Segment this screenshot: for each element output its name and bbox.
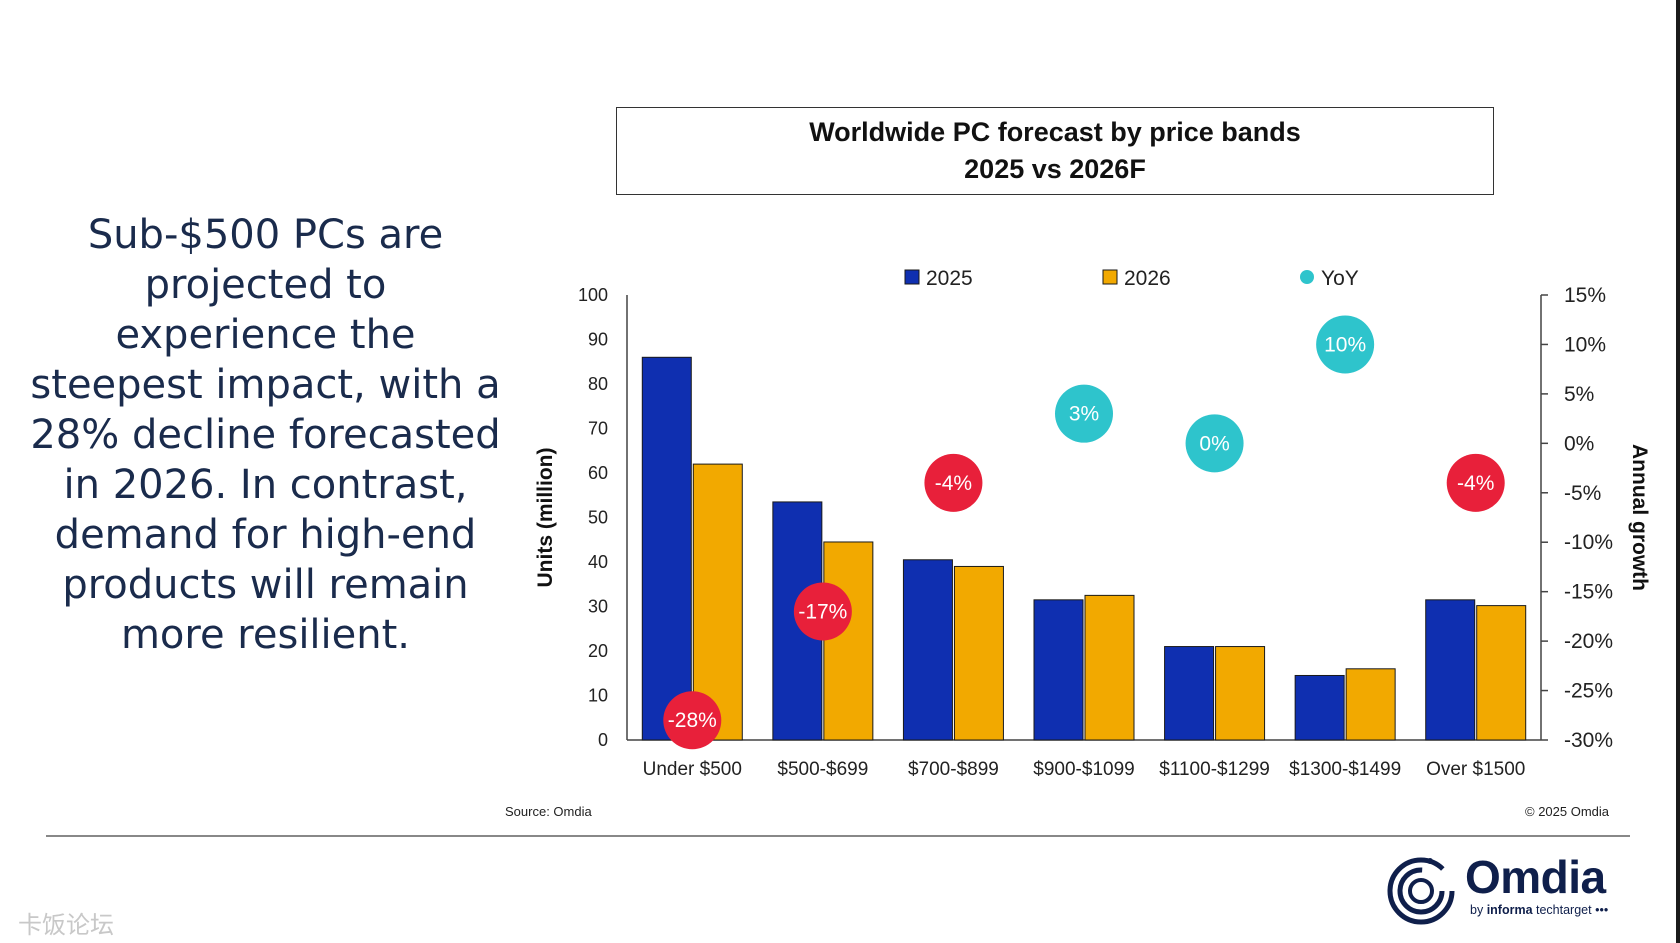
bar-2025 xyxy=(641,356,692,741)
source-note: Source: Omdia xyxy=(505,804,592,819)
x-tick-label: $900-$1099 xyxy=(1033,759,1134,780)
y2-axis-title: Annual growth xyxy=(1628,444,1651,591)
y2-tick-label: -25% xyxy=(1564,680,1613,703)
yoy-label: 0% xyxy=(1199,432,1229,455)
y-tick-label: 20 xyxy=(588,641,608,661)
legend-label: YoY xyxy=(1321,267,1359,290)
yoy-label: 3% xyxy=(1069,403,1099,426)
yoy-bubble xyxy=(1185,414,1244,473)
x-tick-label: $1100-$1299 xyxy=(1159,759,1270,780)
yoy-bubble xyxy=(793,582,852,641)
yoy-bubble xyxy=(663,691,722,750)
y2-tick-label: 5% xyxy=(1564,383,1594,406)
bar-2026 xyxy=(953,565,1004,741)
chart-title-box: Worldwide PC forecast by price bands 202… xyxy=(616,107,1494,195)
bar-2026 xyxy=(1476,605,1527,741)
omdia-logo-tagline: by informa techtarget ••• xyxy=(1470,903,1609,917)
lead-text: Sub-$500 PCs are projected to experience… xyxy=(30,212,501,658)
bar-2025 xyxy=(1425,599,1476,741)
y-tick-label: 0 xyxy=(598,730,608,750)
bar-2026 xyxy=(1345,668,1396,741)
y-tick-label: 40 xyxy=(588,552,608,572)
yoy-label: -17% xyxy=(798,600,847,623)
yoy-label: 10% xyxy=(1324,333,1366,356)
y2-tick-label: 15% xyxy=(1564,284,1606,307)
forum-watermark: 卡饭论坛 xyxy=(18,911,114,939)
legend-swatch-YoY xyxy=(1300,270,1314,284)
chart-subtitle: 2025 vs 2026F xyxy=(964,154,1146,184)
y-tick-label: 90 xyxy=(588,330,608,350)
bar-2025 xyxy=(1033,599,1084,741)
yoy-bubble xyxy=(1316,315,1375,374)
y-tick-label: 30 xyxy=(588,597,608,617)
yoy-bubble xyxy=(924,453,983,512)
y2-tick-label: 0% xyxy=(1564,432,1594,455)
y2-tick-label: -20% xyxy=(1564,630,1613,653)
right-edge-border xyxy=(1676,0,1680,943)
y-tick-label: 10 xyxy=(588,686,608,706)
y-tick-label: 80 xyxy=(588,374,608,394)
bar-2026 xyxy=(1215,646,1266,741)
legend-label: 2025 xyxy=(926,267,973,290)
x-tick-label: Under $500 xyxy=(643,759,742,780)
y-tick-label: 70 xyxy=(588,419,608,439)
bar-2025 xyxy=(1164,646,1215,741)
bar-2025 xyxy=(1294,674,1345,741)
x-tick-label: $500-$699 xyxy=(777,759,868,780)
y-tick-label: 50 xyxy=(588,508,608,528)
y2-tick-label: -30% xyxy=(1564,729,1613,752)
chart-title: Worldwide PC forecast by price bands xyxy=(809,117,1301,147)
y2-tick-label: -5% xyxy=(1564,482,1601,505)
x-tick-label: Over $1500 xyxy=(1426,759,1525,780)
omdia-logo-word: Omdia xyxy=(1465,851,1606,903)
bar-2026 xyxy=(1084,594,1135,741)
bar-2026 xyxy=(823,541,874,741)
yoy-label: -4% xyxy=(935,472,972,495)
bar-2025 xyxy=(902,559,953,741)
x-tick-label: $1300-$1499 xyxy=(1289,759,1401,780)
divider-line xyxy=(46,835,1630,837)
omdia-logo-icon xyxy=(1387,857,1455,925)
yoy-bubble xyxy=(1446,453,1505,512)
x-tick-label: $700-$899 xyxy=(908,759,999,780)
y-axis-title: Units (million) xyxy=(534,448,557,588)
legend-swatch-2025 xyxy=(904,269,920,285)
y-tick-label: 60 xyxy=(588,463,608,483)
legend-label: 2026 xyxy=(1124,267,1171,290)
copyright-note: © 2025 Omdia xyxy=(1525,804,1610,819)
y-tick-label: 100 xyxy=(578,285,608,305)
omdia-logo: Omdia by informa techtarget ••• xyxy=(1385,851,1625,931)
y2-tick-label: 10% xyxy=(1564,333,1606,356)
yoy-label: -4% xyxy=(1457,472,1494,495)
y2-tick-label: -15% xyxy=(1564,581,1613,604)
y2-tick-label: -10% xyxy=(1564,531,1613,554)
legend-swatch-2026 xyxy=(1102,269,1118,285)
yoy-bubble xyxy=(1055,384,1113,443)
yoy-label: -28% xyxy=(668,709,717,732)
